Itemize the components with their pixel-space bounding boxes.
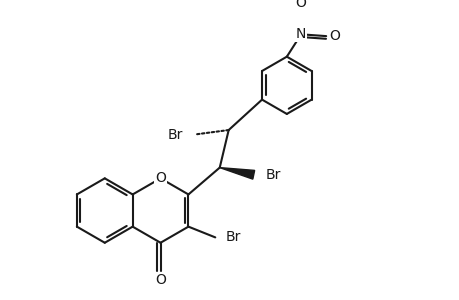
- Text: O: O: [329, 29, 340, 43]
- Polygon shape: [219, 168, 254, 179]
- Text: O: O: [155, 171, 166, 185]
- Text: Br: Br: [265, 168, 280, 182]
- Text: O: O: [295, 0, 306, 10]
- Text: Br: Br: [225, 230, 241, 244]
- Text: N: N: [295, 27, 306, 41]
- Text: Br: Br: [168, 128, 183, 142]
- Text: O: O: [155, 273, 166, 287]
